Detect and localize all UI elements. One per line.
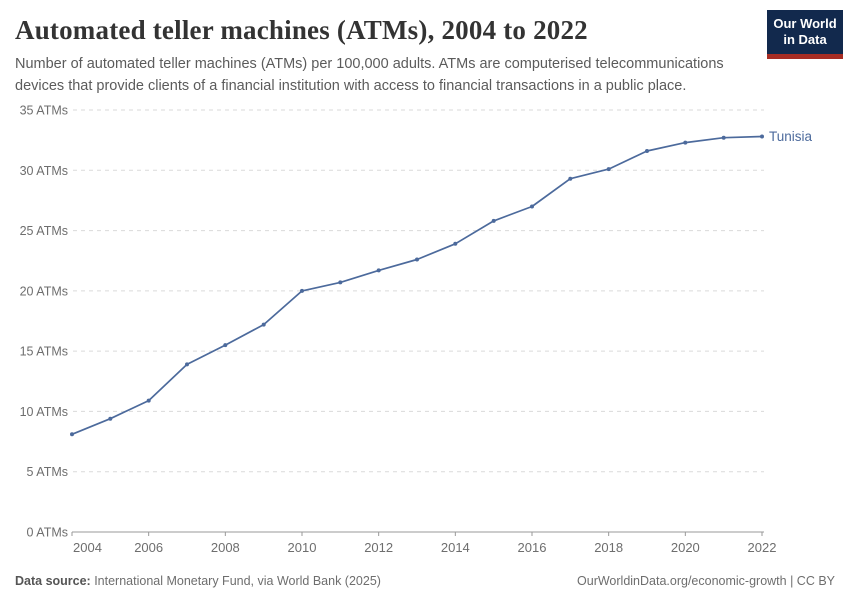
data-point <box>376 268 381 273</box>
data-point <box>453 241 458 246</box>
x-tick-label: 2016 <box>518 540 547 555</box>
chart-subtitle: Number of automated teller machines (ATM… <box>15 56 724 95</box>
data-point <box>185 362 189 367</box>
data-point <box>108 416 113 421</box>
data-point <box>223 343 228 348</box>
y-tick-label: 5 ATMs <box>27 465 68 479</box>
data-line-tunisia <box>71 135 763 436</box>
data-point <box>645 149 649 153</box>
data-point <box>338 280 343 285</box>
y-tick-label: 35 ATMs <box>20 104 68 118</box>
x-tick-label: 2020 <box>671 540 700 555</box>
owid-logo-line2: in Data <box>783 32 827 48</box>
chart-header: Automated teller machines (ATMs), 2004 t… <box>15 14 835 98</box>
x-tick-label: 2018 <box>594 540 623 555</box>
y-tick-label: 0 ATMs <box>27 526 68 540</box>
data-point <box>530 204 534 209</box>
footer-divider: | <box>786 574 797 588</box>
x-tick-label: 2022 <box>748 540 777 555</box>
line-chart: 0 ATMs 5 ATMs 10 ATMs 15 ATMs 20 ATMs 25 ATMs… <box>0 95 850 570</box>
data-point <box>300 288 304 293</box>
data-point <box>760 134 764 139</box>
data-point <box>683 140 688 145</box>
page-title: Automated teller machines (ATMs), 2004 t… <box>15 15 588 45</box>
owid-link[interactable]: OurWorldinData.org/economic-growth <box>577 574 787 588</box>
x-tick-label: 2014 <box>441 540 470 555</box>
y-tick-label: 25 ATMs <box>20 224 68 238</box>
chart-canvas: 0 ATMs 5 ATMs 10 ATMs 15 ATMs 20 ATMs 25 ATMs… <box>20 104 813 556</box>
data-point <box>721 135 726 140</box>
data-point <box>261 322 266 327</box>
data-source-label: Data source: <box>15 574 91 588</box>
y-tick-label: 20 ATMs <box>20 284 68 298</box>
x-tick-label: 2010 <box>288 540 317 555</box>
data-point <box>491 218 496 223</box>
owid-logo-line1: Our World <box>773 16 837 31</box>
y-tick-label: 30 ATMs <box>20 164 68 178</box>
data-source-value: International Monetary Fund, via World B… <box>90 574 381 588</box>
data-point <box>415 257 419 262</box>
x-tick-label: 2004 <box>73 540 102 555</box>
data-point <box>70 432 74 437</box>
data-point <box>606 167 611 172</box>
y-tick-label: 15 ATMs <box>20 345 68 359</box>
data-point <box>146 398 151 403</box>
chart-footer: Data source: International Monetary Fund… <box>15 574 835 588</box>
owid-logo[interactable]: Our World in Data <box>767 10 843 59</box>
x-tick-label: 2008 <box>211 540 240 555</box>
series-end-label: Tunisia <box>769 129 813 144</box>
data-source: Data source: International Monetary Fund… <box>15 574 381 588</box>
y-tick-label: 10 ATMs <box>20 405 68 419</box>
data-point <box>568 176 573 181</box>
footer-credits: OurWorldinData.org/economic-growth | CC … <box>577 574 835 588</box>
x-tick-label: 2012 <box>364 540 393 555</box>
x-tick-label: 2006 <box>134 540 163 555</box>
license-badge: CC BY <box>796 574 835 588</box>
